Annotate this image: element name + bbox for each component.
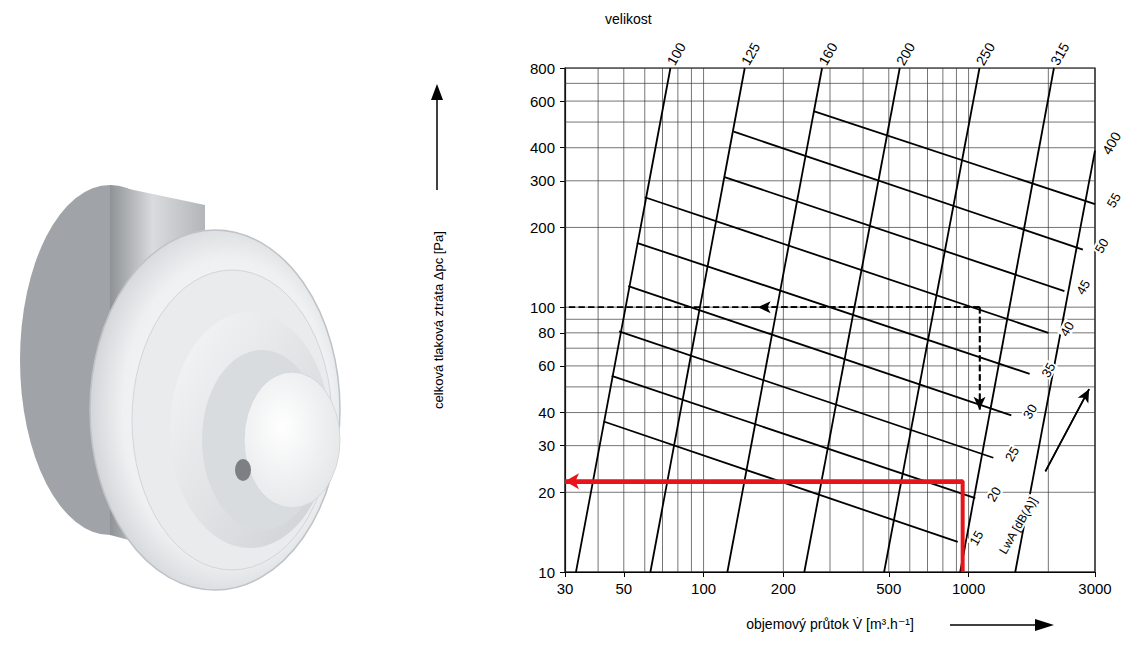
svg-text:LwA [dB(A)]: LwA [dB(A)] xyxy=(996,495,1040,557)
svg-text:velikost: velikost xyxy=(605,11,652,27)
svg-text:200: 200 xyxy=(530,219,555,236)
svg-text:200: 200 xyxy=(893,40,919,68)
svg-text:500: 500 xyxy=(876,580,901,597)
svg-text:20: 20 xyxy=(984,484,1004,504)
svg-text:200: 200 xyxy=(771,580,796,597)
svg-text:400: 400 xyxy=(530,139,555,156)
svg-text:55: 55 xyxy=(1104,190,1124,210)
svg-text:40: 40 xyxy=(1057,319,1077,339)
svg-text:30: 30 xyxy=(557,580,574,597)
svg-text:125: 125 xyxy=(738,40,764,68)
svg-text:315: 315 xyxy=(1047,40,1073,68)
svg-text:800: 800 xyxy=(530,60,555,77)
svg-text:600: 600 xyxy=(530,93,555,110)
svg-text:50: 50 xyxy=(1092,236,1112,256)
svg-text:250: 250 xyxy=(973,40,999,68)
svg-text:80: 80 xyxy=(538,324,555,341)
svg-text:celková tlaková ztráta Δpc [Pa: celková tlaková ztráta Δpc [Pa] xyxy=(431,231,446,409)
svg-text:40: 40 xyxy=(538,404,555,421)
svg-text:300: 300 xyxy=(530,172,555,189)
svg-text:100: 100 xyxy=(530,299,555,316)
svg-text:3000: 3000 xyxy=(1078,580,1111,597)
svg-text:160: 160 xyxy=(815,40,841,68)
svg-text:50: 50 xyxy=(615,580,632,597)
svg-text:100: 100 xyxy=(691,580,716,597)
svg-text:400: 400 xyxy=(1099,129,1125,157)
svg-text:1000: 1000 xyxy=(952,580,985,597)
svg-text:25: 25 xyxy=(1002,444,1022,464)
svg-text:30: 30 xyxy=(538,437,555,454)
svg-text:35: 35 xyxy=(1038,360,1058,380)
svg-text:100: 100 xyxy=(664,40,690,68)
svg-text:15: 15 xyxy=(966,528,986,548)
svg-text:30: 30 xyxy=(1020,402,1040,422)
svg-text:60: 60 xyxy=(538,357,555,374)
svg-text:10: 10 xyxy=(538,564,555,581)
svg-text:45: 45 xyxy=(1073,277,1093,297)
svg-text:objemový průtok V̇ [m³.h⁻¹]: objemový průtok V̇ [m³.h⁻¹] xyxy=(746,616,914,632)
svg-text:20: 20 xyxy=(538,484,555,501)
